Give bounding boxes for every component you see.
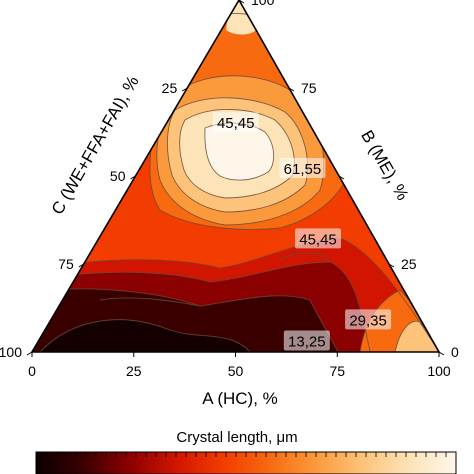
a-tick-label: 0 <box>28 363 36 379</box>
contour-label-bg <box>212 112 259 133</box>
c-tick-label: 50 <box>110 168 126 184</box>
c-tick-mark <box>181 87 188 92</box>
b-tick-mark <box>388 263 395 268</box>
contour-label: 29,35 <box>345 309 392 330</box>
b-axis-title: B (ME), % <box>357 127 412 204</box>
contour-label-text: 45,45 <box>299 231 337 248</box>
c-tick-label: 75 <box>58 256 74 272</box>
contour-label-bg <box>295 228 342 249</box>
c-tick-mark <box>78 263 85 268</box>
b-tick-label: 25 <box>401 256 417 272</box>
b-tick-label: 0 <box>451 344 459 360</box>
contour-labels: 61,55 45,45 45,45 29,35 13,25 <box>212 112 392 351</box>
a-tick-label: 100 <box>427 363 451 379</box>
contour-label: 13,25 <box>283 330 330 351</box>
b-tick-label: 75 <box>301 80 317 96</box>
c-axis-ticks: 25 50 75 100 <box>0 80 188 360</box>
contour-label-bg <box>345 309 392 330</box>
c-tick-label: 25 <box>162 80 178 96</box>
contour-label-text: 13,25 <box>288 333 326 350</box>
contour-label: 61,55 <box>279 157 326 178</box>
contour-label-text: 45,45 <box>217 115 255 132</box>
b-tick-mark <box>338 175 345 180</box>
b-tick-mark <box>288 87 295 92</box>
contour-label-bg <box>283 330 330 351</box>
contour-label-text: 61,55 <box>284 161 322 178</box>
c-tick-mark <box>130 175 136 180</box>
b-tick-label: 100 <box>251 0 275 8</box>
c-tick-label: 100 <box>0 344 22 360</box>
a-tick-label: 25 <box>126 363 142 379</box>
b-tick-mark <box>438 351 445 356</box>
a-axis-ticks: 0 25 50 75 100 <box>28 352 451 379</box>
contour-label-text: 29,35 <box>349 312 387 329</box>
contour-label: 45,45 <box>295 228 342 249</box>
a-tick-label: 50 <box>228 363 244 379</box>
contour-label: 45,45 <box>212 112 259 133</box>
b-axis-ticks: 0 25 75 100 <box>238 0 459 360</box>
colorbar-title: Crystal length, μm <box>176 429 297 446</box>
b-tick-mark <box>238 0 245 4</box>
colorbar-ticks <box>45 452 447 457</box>
c-tick-mark <box>26 351 33 356</box>
contour-label-bg <box>279 157 326 178</box>
a-axis-title: A (HC), % <box>202 389 278 408</box>
a-tick-label: 75 <box>329 363 345 379</box>
